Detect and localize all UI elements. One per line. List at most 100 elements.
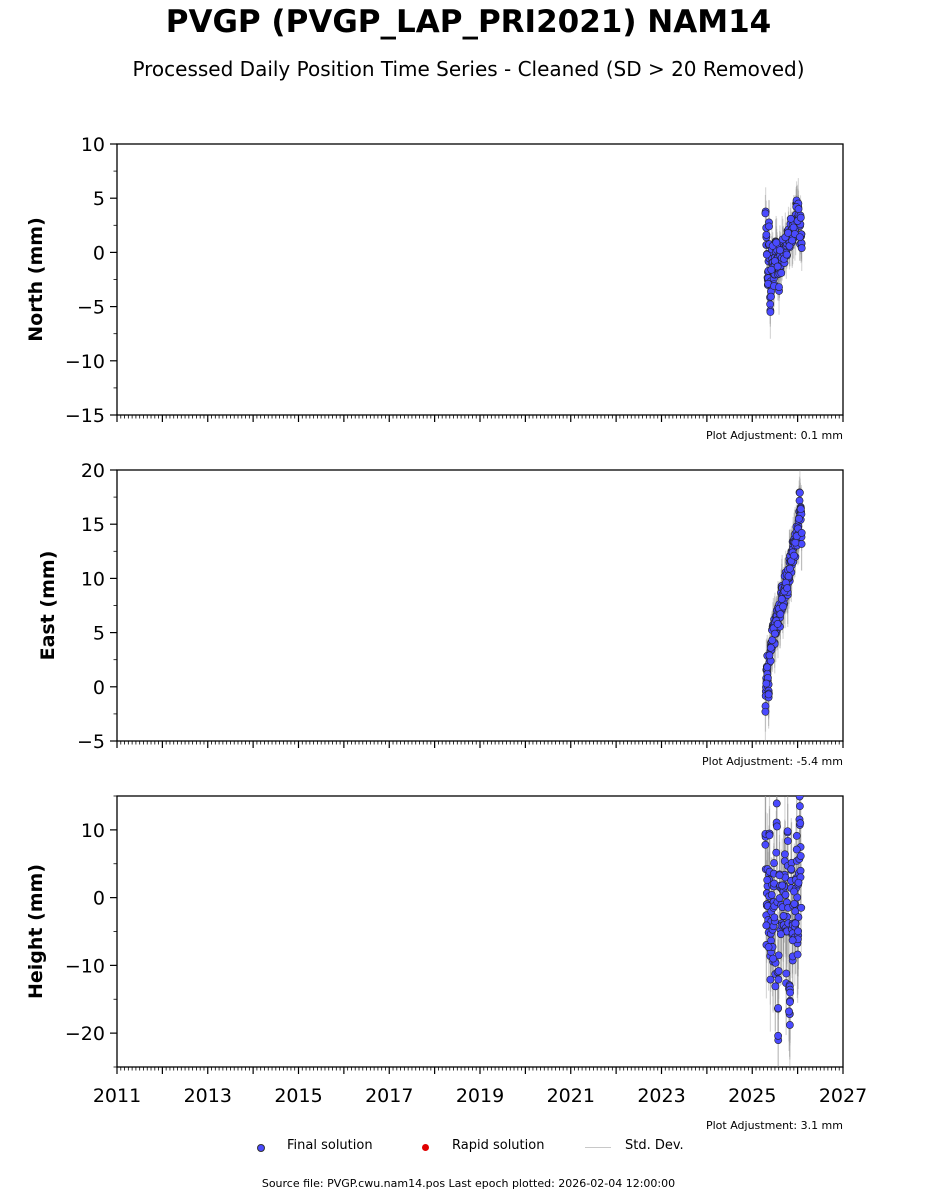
y-tick-label: −5 xyxy=(77,731,105,753)
data-point xyxy=(762,250,771,259)
legend-rapid-label: Rapid solution xyxy=(452,1138,545,1153)
std-dev-line-icon xyxy=(585,1147,611,1148)
y-tick-label: 10 xyxy=(81,820,105,842)
x-tick-label: 2015 xyxy=(274,1085,322,1107)
data-point xyxy=(795,233,804,242)
data-point xyxy=(784,572,793,581)
legend-std-label: Std. Dev. xyxy=(625,1138,684,1153)
y-tick-label: 0 xyxy=(93,677,105,699)
data-point xyxy=(782,969,791,978)
data-point xyxy=(774,1004,783,1012)
data-point xyxy=(763,876,772,884)
data-point xyxy=(762,679,771,688)
data-point xyxy=(778,881,787,890)
data-point xyxy=(789,223,798,232)
chart-title: PVGP (PVGP_LAP_PRI2021) NAM14 xyxy=(165,4,772,40)
data-point xyxy=(765,651,774,660)
data-point xyxy=(785,1021,794,1029)
data-point xyxy=(782,250,791,259)
data-point xyxy=(767,292,775,301)
plot-frame xyxy=(116,469,844,742)
data-point xyxy=(779,602,788,611)
data-point xyxy=(795,514,803,523)
data-point xyxy=(784,228,792,237)
x-tick-label: 2013 xyxy=(184,1085,232,1107)
data-point xyxy=(762,921,771,930)
x-tick-label: 2011 xyxy=(93,1085,141,1107)
data-point xyxy=(779,912,788,920)
x-tick-label: 2017 xyxy=(365,1085,413,1107)
y-tick-label: 15 xyxy=(81,514,105,536)
data-point xyxy=(766,643,775,652)
y-tick-label: 20 xyxy=(81,460,105,482)
data-point xyxy=(765,831,774,840)
data-point xyxy=(774,967,783,975)
data-point xyxy=(793,893,802,902)
data-point xyxy=(764,690,773,699)
data-point xyxy=(767,891,776,899)
data-point xyxy=(761,209,770,218)
data-point xyxy=(772,238,781,247)
plot-adjustment-label: Plot Adjustment: 0.1 mm xyxy=(706,429,843,442)
data-point xyxy=(776,246,784,255)
data-point xyxy=(776,610,785,619)
data-point xyxy=(790,551,798,560)
data-point xyxy=(796,852,805,860)
data-point xyxy=(790,887,798,896)
y-tick-label: −10 xyxy=(65,351,105,373)
data-point xyxy=(777,595,786,603)
data-point xyxy=(773,822,781,831)
x-tick-label: 2025 xyxy=(728,1085,776,1107)
data-point xyxy=(792,845,801,854)
y-axis-label: North (mm) xyxy=(25,217,47,342)
legend-final-label: Final solution xyxy=(287,1138,373,1153)
data-point xyxy=(767,265,776,274)
data-point xyxy=(766,975,775,984)
data-point xyxy=(769,954,778,963)
data-point xyxy=(793,950,802,959)
data-point xyxy=(797,528,806,537)
data-point xyxy=(761,707,770,716)
data-point xyxy=(772,799,781,808)
data-point xyxy=(777,269,786,277)
data-point xyxy=(791,538,800,547)
y-tick-label: −15 xyxy=(65,405,105,427)
y-tick-label: 0 xyxy=(93,888,105,910)
data-point xyxy=(794,878,803,887)
plot-adjustment-label: Plot Adjustment: -5.4 mm xyxy=(702,755,843,768)
data-point xyxy=(787,865,796,874)
x-tick-label: 2023 xyxy=(637,1085,685,1107)
data-point xyxy=(764,943,773,951)
data-point xyxy=(785,1007,793,1016)
y-axis-label: Height (mm) xyxy=(25,864,47,999)
data-point xyxy=(796,505,805,513)
x-tick-label: 2027 xyxy=(819,1085,867,1107)
source-footer: Source file: PVGP.cwu.nam14.pos Last epo… xyxy=(261,1177,676,1190)
data-point xyxy=(770,913,779,922)
data-point xyxy=(781,890,790,899)
data-point xyxy=(795,488,804,497)
plot-frame xyxy=(116,143,844,416)
data-point xyxy=(796,866,805,875)
data-point xyxy=(765,222,773,231)
data-point xyxy=(766,308,775,316)
data-point xyxy=(797,903,806,912)
data-point xyxy=(776,930,785,939)
data-point xyxy=(791,919,800,928)
data-point xyxy=(763,663,772,672)
x-tick-label: 2019 xyxy=(456,1085,504,1107)
data-point xyxy=(796,819,805,828)
data-point xyxy=(783,837,792,845)
data-point xyxy=(788,936,797,945)
x-tick-label: 2021 xyxy=(547,1085,595,1107)
plot-adjustment-label: Plot Adjustment: 3.1 mm xyxy=(706,1119,843,1132)
data-point xyxy=(781,850,789,859)
data-point xyxy=(786,998,794,1006)
y-tick-label: −10 xyxy=(65,955,105,977)
chart-subtitle: Processed Daily Position Time Series - C… xyxy=(132,57,805,81)
data-point xyxy=(775,871,784,880)
data-point xyxy=(786,214,795,223)
y-tick-label: 10 xyxy=(81,568,105,590)
data-point xyxy=(797,540,806,548)
